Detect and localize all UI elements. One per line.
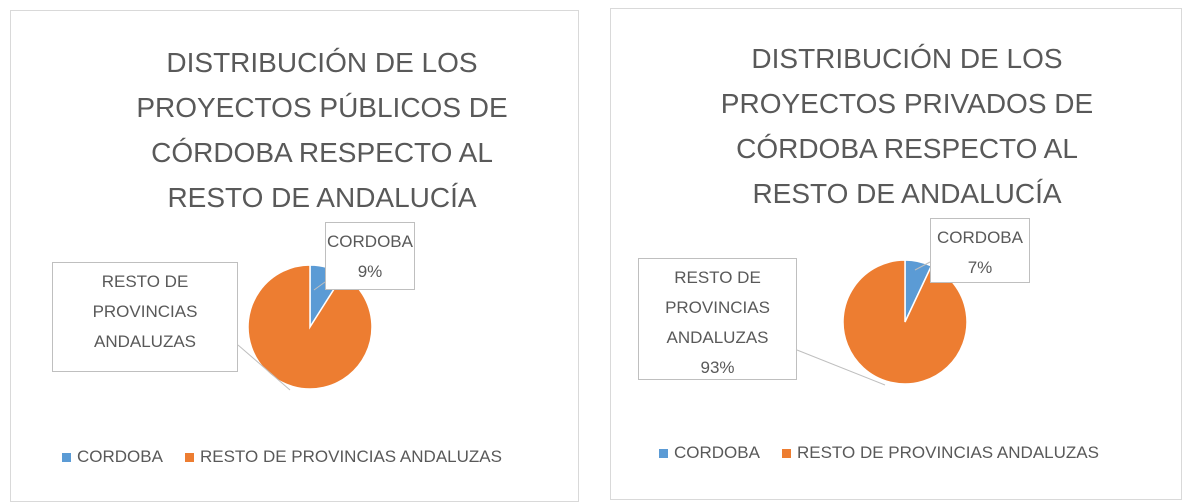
data-label-category: RESTO DE PROVINCIAS ANDALUZAS — [665, 268, 770, 347]
data-label-category: RESTO DE PROVINCIAS ANDALUZAS — [92, 272, 198, 351]
chart-title: DISTRIBUCIÓN DE LOS PROYECTOS PRIVADOS D… — [720, 43, 1094, 209]
pie-slice — [247, 264, 373, 390]
data-label: CORDOBA 7% — [930, 218, 1030, 283]
pie-slice — [842, 259, 968, 385]
legend-label: RESTO DE PROVINCIAS ANDALUZAS — [199, 447, 502, 466]
legend-swatch — [184, 452, 194, 462]
data-label-category: CORDOBA — [327, 232, 413, 251]
leader-line — [313, 281, 326, 291]
legend-swatch — [659, 448, 668, 458]
leader-line — [914, 261, 931, 271]
legend-swatch — [62, 452, 71, 462]
page: (() => { const data = JSON.parse(documen… — [10, 8, 1182, 502]
data-label-category: CORDOBA — [937, 228, 1023, 247]
legend: CORDOBA RESTO DE PROVINCIAS ANDALUZAS — [62, 447, 524, 467]
data-label: RESTO DE PROVINCIAS ANDALUZAS 93% — [638, 258, 797, 380]
legend: CORDOBA RESTO DE PROVINCIAS ANDALUZAS — [659, 443, 1121, 463]
chart-panel — [10, 10, 579, 502]
data-label: RESTO DE PROVINCIAS ANDALUZAS — [52, 262, 238, 372]
data-label-value: 9% — [357, 262, 383, 281]
legend-swatch — [781, 448, 791, 458]
legend-label: CORDOBA — [77, 447, 163, 466]
leader-line — [237, 344, 291, 391]
legend-label: CORDOBA — [674, 443, 760, 462]
data-label: CORDOBA 9% — [325, 222, 415, 290]
data-label-value: 93% — [700, 358, 735, 377]
chart-title: DISTRIBUCIÓN DE LOS PROYECTOS PÚBLICOS D… — [136, 47, 508, 213]
data-label-value: 7% — [967, 258, 993, 277]
leader-line — [796, 349, 886, 386]
chart-panel — [610, 8, 1182, 500]
chart-canvas — [237, 259, 968, 391]
legend-label: RESTO DE PROVINCIAS ANDALUZAS — [796, 443, 1099, 462]
